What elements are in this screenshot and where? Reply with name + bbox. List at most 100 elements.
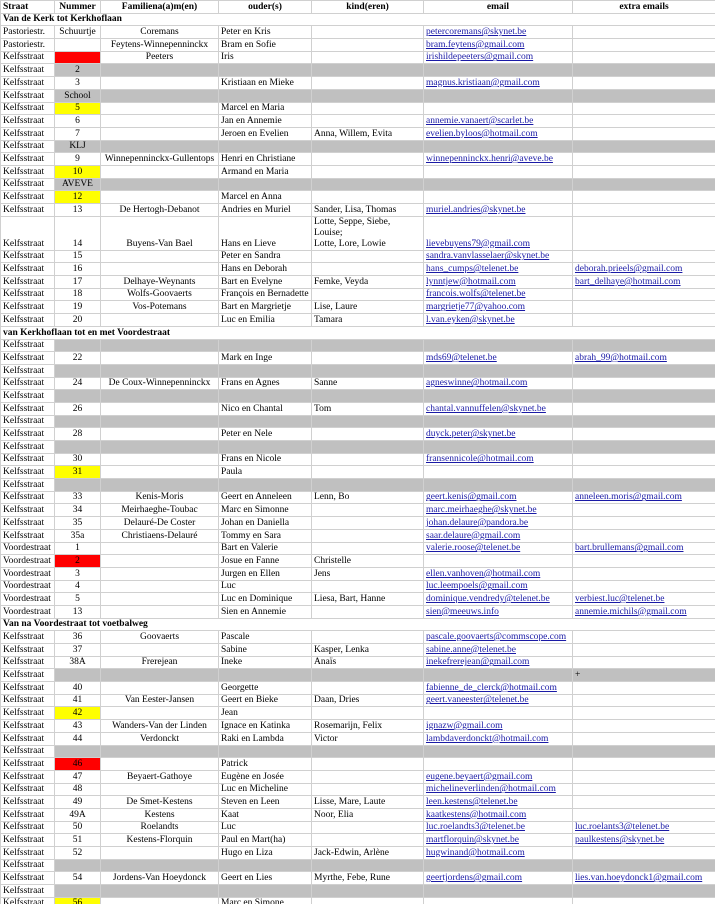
children-cell — [311, 681, 424, 695]
email-link[interactable]: johan.delaure@pandora.be — [426, 517, 529, 528]
number-cell: 10 — [54, 164, 101, 179]
street-cell: Kelfsstraat — [0, 164, 55, 179]
email-link[interactable]: michelineverlinden@hotmail.com — [426, 784, 556, 795]
street-cell: Kelfsstraat — [0, 490, 55, 505]
table-row: Kelfsstraat 3 Kristiaan en Mieke magnus.kri… — [0, 76, 715, 90]
email-link[interactable]: evelien.byloos@hotmail.com — [426, 128, 538, 139]
street-cell: Kelfsstraat — [0, 782, 55, 797]
children-cell: Christelle — [311, 554, 424, 568]
email-link[interactable]: eugene.beyaert@gmail.com — [426, 771, 533, 782]
email-link[interactable]: annemie.michils@gmail.com — [575, 606, 687, 617]
street-cell: Kelfsstraat — [0, 643, 55, 657]
email-link[interactable]: kaatkestens@hotmail.com — [426, 809, 527, 820]
table-row: Kelfsstraat 38A Frerejean Ineke Anaïs inekefr… — [0, 655, 715, 670]
email-link[interactable]: l.van.eyken@skynet.be — [426, 314, 515, 325]
email-link[interactable]: chantal.vannuffelen@skynet.be — [426, 403, 546, 414]
email-link[interactable]: hans_cumps@telenet.be — [426, 264, 519, 275]
family-name-cell: Roelandts — [100, 820, 219, 835]
email-cell — [423, 896, 573, 904]
family-name-cell — [100, 190, 219, 204]
email-link[interactable]: francois.wolfs@telenet.be — [426, 289, 526, 300]
email-link[interactable]: abrah_99@hotmail.com — [575, 352, 667, 363]
table-row: Voordestraat 13 Sien en Annemie sien@meeuws… — [0, 604, 715, 619]
email-link[interactable]: bart_delhaye@hotmail.com — [575, 276, 681, 287]
email-link[interactable]: geertjordens@gmail.com — [426, 873, 523, 884]
email-link[interactable]: hugwinand@hotmail.com — [426, 847, 525, 858]
email-link[interactable]: muriel.andries@skynet.be — [426, 204, 526, 215]
email-link[interactable]: saar.delaure@gmail.com — [426, 530, 521, 541]
email-link[interactable]: anneleen.moris@gmail.com — [575, 492, 682, 503]
email-link[interactable]: winnepenninckx.henri@aveve.be — [426, 153, 553, 164]
email-link[interactable]: luc.leempoels@gmail.com — [426, 581, 528, 592]
family-name-cell — [100, 88, 219, 103]
email-link[interactable]: luc.roelandts3@telenet.be — [426, 822, 525, 833]
email-cell — [423, 63, 573, 78]
children-cell — [311, 528, 424, 543]
email-link[interactable]: sabine.anne@telenet.be — [426, 644, 516, 655]
number-cell: 43 — [54, 719, 101, 733]
parents-cell: Henri en Christiane — [218, 152, 312, 166]
email-link[interactable]: fransennicole@hotmail.com — [426, 454, 534, 465]
street-cell: Kelfsstraat — [0, 313, 55, 327]
table-row: Kelfsstraat 20 Luc en Emilia Tamara l.van.ey… — [0, 313, 715, 327]
email-cell: winnepenninckx.henri@aveve.be — [423, 152, 573, 166]
email-link[interactable]: deborah.prieels@gmail.com — [575, 264, 683, 275]
children-cell — [311, 833, 424, 847]
email-link[interactable]: lambdaverdonckt@hotmail.com — [426, 733, 549, 744]
email-link[interactable]: mds69@telenet.be — [426, 352, 497, 363]
email-link[interactable]: sandra.vanvlasselaer@skynet.be — [426, 251, 550, 262]
email-link[interactable]: leen.kestens@telenet.be — [426, 796, 518, 807]
children-cell — [311, 287, 424, 302]
extra-email-cell — [572, 215, 715, 251]
children-cell: Lenn, Bo — [311, 490, 424, 505]
parents-cell: Mark en Inge — [218, 351, 312, 365]
number-cell: 28 — [54, 427, 101, 441]
parents-cell — [218, 668, 312, 683]
email-link[interactable]: lievebuyens79@gmail.com — [426, 238, 530, 249]
email-link[interactable]: geert.kenis@gmail.com — [426, 492, 517, 503]
email-cell: magnus.kristiaan@gmail.com — [423, 76, 573, 90]
email-link[interactable]: lies.van.hoeydonck1@gmail.com — [575, 873, 703, 884]
table-row: Kelfsstraat 10 Armand en Maria — [0, 164, 715, 179]
number-cell: 15 — [54, 249, 101, 264]
email-link[interactable]: fabienne_de_clerck@hotmail.com — [426, 682, 557, 693]
email-link[interactable]: geert.vaneester@telenet.be — [426, 695, 529, 706]
email-link[interactable]: martflorquin@skynet.be — [426, 835, 519, 845]
children-cell: Tamara — [311, 313, 424, 327]
email-link[interactable]: lynntjew@hotmail.com — [426, 276, 516, 287]
email-link[interactable]: magnus.kristiaan@gmail.com — [426, 77, 540, 88]
email-link[interactable]: annemie.vanaert@scarlet.be — [426, 115, 534, 126]
email-link[interactable]: marc.meirhaeghe@skynet.be — [426, 505, 537, 516]
email-link[interactable]: margrietje77@yahoo.com — [426, 302, 526, 313]
parents-cell: Luc en Emilia — [218, 313, 312, 327]
extra-email-cell: paulkestens@skynet.be — [572, 833, 715, 847]
family-name-cell — [100, 452, 219, 467]
email-link[interactable]: petercoremans@skynet.be — [426, 27, 527, 38]
family-name-cell: Buyens-Van Bael — [100, 215, 219, 251]
email-link[interactable]: ignazw@gmail.com — [426, 720, 503, 731]
email-link[interactable]: ellen.vanhoven@hotmail.com — [426, 568, 541, 579]
email-cell: michelineverlinden@hotmail.com — [423, 782, 573, 797]
family-name-cell: Kestens-Florquin — [100, 833, 219, 847]
email-link[interactable]: irishildepeeters@gmail.com — [426, 52, 534, 63]
email-link[interactable]: agneswinne@hotmail.com — [426, 378, 528, 389]
email-link[interactable]: bram.feytens@gmail.com — [426, 39, 525, 50]
email-link[interactable]: pascale.goovaerts@commscope.com — [426, 632, 567, 642]
email-link[interactable]: inekefrerejean@gmail.com — [426, 657, 530, 668]
email-link[interactable]: sien@meeuws.info — [426, 606, 499, 617]
email-link[interactable]: duyck.peter@skynet.be — [426, 429, 516, 439]
email-link[interactable]: luc.roelants3@telenet.be — [575, 822, 670, 833]
street-cell: Kelfsstraat — [0, 126, 55, 141]
email-link[interactable]: paulkestens@skynet.be — [575, 835, 665, 845]
number-cell: 5 — [54, 101, 101, 116]
email-link[interactable]: verbiest.luc@telenet.be — [575, 593, 665, 604]
email-link[interactable]: valerie.roose@telenet.be — [426, 543, 521, 554]
parents-cell: François en Bernadette — [218, 287, 312, 302]
email-cell — [423, 668, 573, 683]
email-link[interactable]: bart.brullemans@gmail.com — [575, 543, 684, 554]
number-cell: 16 — [54, 262, 101, 277]
children-cell — [311, 25, 424, 40]
email-link[interactable]: dominique.vendredy@telenet.be — [426, 593, 550, 604]
family-name-cell — [100, 63, 219, 78]
family-name-cell — [100, 579, 219, 594]
